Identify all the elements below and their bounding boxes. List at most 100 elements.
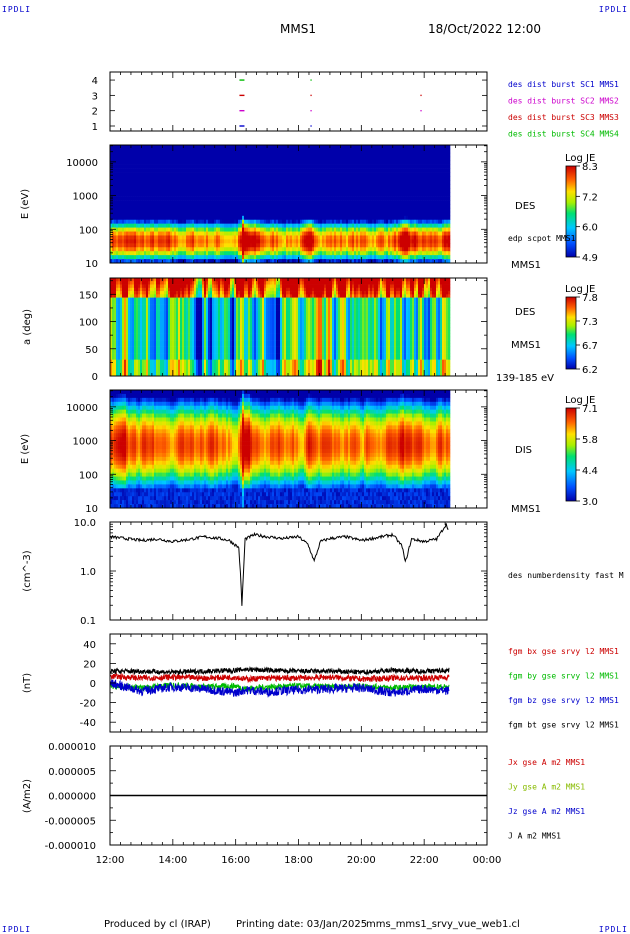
spectrogram-cell	[194, 145, 197, 150]
spectrogram-cell	[124, 148, 127, 154]
spectrogram-cell	[258, 152, 261, 158]
spectrogram-cell	[420, 211, 423, 217]
spectrogram-cell	[250, 231, 253, 236]
spectrogram-cell	[220, 164, 223, 169]
spectrogram-cell	[388, 227, 391, 232]
spectrogram-cell	[356, 211, 359, 217]
spectrogram-cell	[200, 192, 203, 197]
spectrogram-cell	[388, 180, 391, 185]
spectrogram-cell	[216, 148, 219, 154]
spectrogram-cell	[200, 243, 203, 248]
spectrogram-cell	[190, 255, 193, 260]
spectrogram-cell	[182, 168, 185, 173]
spectrogram-cell	[320, 196, 323, 201]
spectrogram-cell	[226, 235, 229, 240]
spectrogram-cell	[274, 207, 277, 213]
spectrogram-cell	[342, 152, 345, 158]
spectrogram-cell	[416, 204, 419, 209]
spectrogram-cell	[148, 215, 151, 221]
spectrogram-cell	[358, 223, 361, 228]
spectrogram-cell	[372, 211, 375, 217]
spectrogram-cell	[216, 176, 219, 181]
spectrogram-cell	[268, 211, 271, 217]
spectrogram-cell	[168, 160, 171, 165]
spectrogram-cell	[278, 148, 281, 154]
spectrogram-cell	[374, 223, 377, 228]
spectrogram-cell	[414, 180, 417, 185]
spectrogram-cell	[298, 168, 301, 173]
spectrogram-cell	[296, 255, 299, 260]
spectrogram-cell	[366, 251, 369, 256]
spectrogram-cell	[418, 219, 421, 224]
spectrogram-cell	[272, 160, 275, 165]
spectrogram-cell	[302, 243, 305, 248]
spectrogram-cell	[246, 196, 249, 201]
spectrogram-cell	[326, 152, 329, 158]
spectrogram-cell	[270, 223, 273, 228]
spectrogram-cell	[316, 196, 319, 201]
spectrogram-cell	[208, 164, 211, 169]
spectrogram-cell	[440, 227, 443, 232]
spectrogram-cell	[118, 231, 121, 236]
spectrogram-cell	[272, 176, 275, 181]
spectrogram-cell	[340, 168, 343, 173]
spectrogram-cell	[326, 211, 329, 217]
spectrogram-cell	[196, 227, 199, 232]
spectrogram-cell	[314, 180, 317, 185]
spectrogram-cell	[342, 192, 345, 197]
spectrogram-cell	[296, 247, 299, 252]
spectrogram-cell	[136, 204, 139, 209]
spectrogram-cell	[128, 247, 131, 252]
spectrogram-cell	[432, 172, 435, 177]
spectrogram-cell	[388, 172, 391, 177]
spectrogram-cell	[154, 251, 157, 256]
spectrogram-cell	[208, 239, 211, 244]
spectrogram-cell	[388, 152, 391, 158]
spectrogram-cell	[160, 168, 163, 173]
spectrogram-cell	[206, 148, 209, 154]
spectrogram-cell	[230, 145, 233, 150]
spectrogram-cell	[400, 231, 403, 236]
spectrogram-cell	[244, 196, 247, 201]
spectrogram-cell	[284, 188, 287, 193]
spectrogram-cell	[144, 259, 147, 264]
spectrogram-cell	[266, 172, 269, 177]
spectrogram-cell	[372, 235, 375, 240]
spectrogram-cell	[148, 188, 151, 193]
spectrogram-cell	[440, 211, 443, 217]
spectrogram-cell	[374, 164, 377, 169]
spectrogram-cell	[382, 200, 385, 205]
spectrogram-cell	[376, 196, 379, 201]
spectrogram-cell	[356, 239, 359, 244]
spectrogram-cell	[118, 160, 121, 165]
spectrogram-cell	[146, 259, 149, 264]
spectrogram-cell	[120, 156, 123, 162]
spectrogram-cell	[346, 211, 349, 217]
spectrogram-cell	[358, 145, 361, 150]
spectrogram-cell	[126, 223, 129, 228]
spectrogram-cell	[192, 172, 195, 177]
spectrogram-cell	[216, 192, 219, 197]
spectrogram-cell	[214, 192, 217, 197]
spectrogram-cell	[386, 196, 389, 201]
spectrogram-cell	[402, 255, 405, 260]
spectrogram-cell	[386, 148, 389, 154]
spectrogram-cell	[262, 148, 265, 154]
spectrogram-cell	[304, 223, 307, 228]
spectrogram-cell	[188, 148, 191, 154]
spectrogram-cell	[182, 160, 185, 165]
spectrogram-cell	[318, 168, 321, 173]
spectrogram-cell	[182, 164, 185, 169]
spectrogram-cell	[148, 219, 151, 224]
spectrogram-cell	[356, 247, 359, 252]
spectrogram-cell	[412, 168, 415, 173]
spectrogram-cell	[230, 188, 233, 193]
spectrogram-cell	[406, 176, 409, 181]
spectrogram-cell	[322, 219, 325, 224]
spectrogram-cell	[384, 176, 387, 181]
spectrogram-cell	[368, 204, 371, 209]
spectrogram-cell	[226, 164, 229, 169]
spectrogram-cell	[392, 200, 395, 205]
spectrogram-cell	[278, 239, 281, 244]
spectrogram-cell	[426, 207, 429, 213]
